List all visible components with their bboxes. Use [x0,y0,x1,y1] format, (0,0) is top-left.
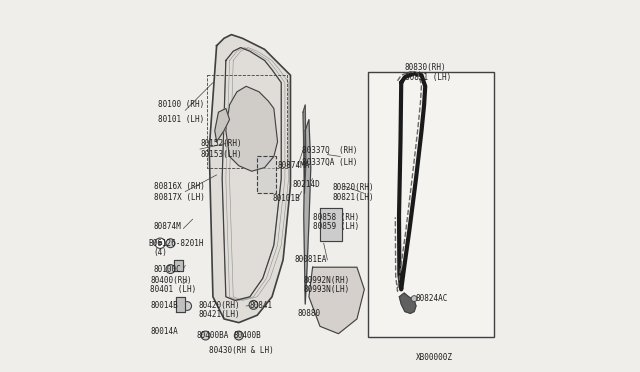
Text: 80993N(LH): 80993N(LH) [303,285,349,294]
Circle shape [166,239,175,248]
Text: 80874M: 80874M [154,222,182,231]
Text: 80816X (RH): 80816X (RH) [154,182,205,190]
Text: 80824AC: 80824AC [416,294,449,303]
Text: 80420(RH): 80420(RH) [198,301,240,311]
Polygon shape [320,208,342,241]
Text: 80421(LH): 80421(LH) [198,310,240,319]
Text: B: B [157,241,163,246]
Text: 80101 (LH): 80101 (LH) [157,115,204,124]
Text: 80153(LH): 80153(LH) [200,150,242,159]
Text: 80400(RH): 80400(RH) [150,276,192,285]
Text: 80100C: 80100C [154,264,182,273]
Polygon shape [304,119,311,304]
Text: 80214D: 80214D [292,180,320,189]
Text: (4): (4) [154,248,168,257]
Text: 80152(RH): 80152(RH) [200,139,242,148]
Circle shape [234,331,243,340]
Bar [368,71,493,337]
Text: 80992N(RH): 80992N(RH) [303,276,349,285]
Text: 80817X (LH): 80817X (LH) [154,193,205,202]
Polygon shape [303,105,306,193]
Polygon shape [176,297,185,311]
Circle shape [411,296,417,302]
Polygon shape [226,86,278,171]
Text: 80014B: 80014B [150,301,178,311]
Circle shape [249,301,258,310]
Text: 80400B: 80400B [233,331,261,340]
Text: 80014A: 80014A [150,327,178,336]
Text: 80821(LH): 80821(LH) [333,193,374,202]
Circle shape [166,264,175,273]
Circle shape [182,302,191,310]
Text: 80101B: 80101B [272,195,300,203]
Text: 80820(RH): 80820(RH) [333,183,374,192]
Text: 80830(RH): 80830(RH) [405,63,447,72]
Polygon shape [399,293,416,313]
Text: 80831 (LH): 80831 (LH) [405,73,451,81]
Circle shape [201,331,210,340]
Text: 80430(RH & LH): 80430(RH & LH) [209,346,274,355]
Text: 80858 (RH): 80858 (RH) [312,213,359,222]
Polygon shape [215,109,230,142]
Text: 80100 (RH): 80100 (RH) [157,100,204,109]
Polygon shape [209,35,291,323]
Polygon shape [174,260,184,271]
Text: XB00000Z: XB00000Z [416,353,453,362]
Text: 80401 (LH): 80401 (LH) [150,285,196,294]
Text: 80874MA: 80874MA [278,161,310,170]
Text: 80081EA: 80081EA [294,255,326,264]
Text: B06126-8201H: B06126-8201H [148,239,204,248]
Circle shape [155,238,165,248]
Text: 80337Q  (RH): 80337Q (RH) [301,147,357,155]
Text: 80400BA: 80400BA [196,331,228,340]
Text: 80841: 80841 [250,301,273,311]
Text: 80859 (LH): 80859 (LH) [312,222,359,231]
Text: 80880: 80880 [298,309,321,318]
Text: 80337QA (LH): 80337QA (LH) [301,157,357,167]
Polygon shape [257,157,276,193]
Polygon shape [309,267,364,334]
